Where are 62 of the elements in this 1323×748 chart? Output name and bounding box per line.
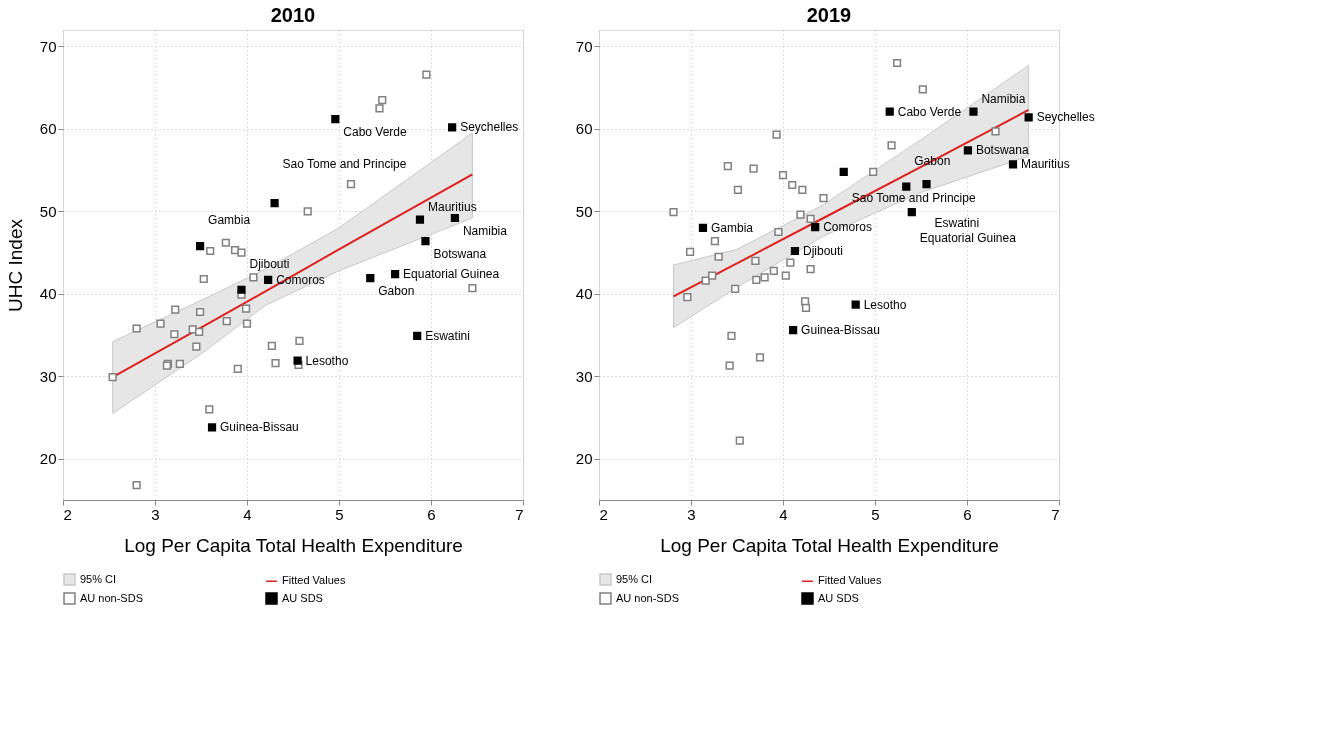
x-tick-label: 3 xyxy=(151,505,160,523)
y-tick-label: 60 xyxy=(575,120,593,138)
x-tick-label: 6 xyxy=(963,505,972,523)
annotation: Gabon xyxy=(378,284,415,299)
y-tick-label: 70 xyxy=(39,37,57,55)
legend-label: AU SDS xyxy=(282,591,323,604)
x-tick-label: 3 xyxy=(687,505,696,523)
annotation: Equatorial Guinea xyxy=(919,231,1017,246)
y-tick-label: 40 xyxy=(39,285,57,303)
legend-label: AU SDS xyxy=(818,591,859,604)
x-tick-label: 4 xyxy=(243,505,252,523)
x-tick-label: 2 xyxy=(63,505,72,523)
legend-label: 95% CI xyxy=(616,572,653,585)
annotation: Cabo Verde xyxy=(897,104,962,119)
y-tick-label: 40 xyxy=(575,285,593,303)
legend-label: AU non-SDS xyxy=(616,591,679,604)
annotation: Djibouti xyxy=(802,243,843,258)
x-tick-label: 7 xyxy=(1051,505,1060,523)
y-axis-title: UHC Index xyxy=(4,218,26,312)
annotation: Gambia xyxy=(208,213,251,228)
annotation: Namibia xyxy=(462,224,508,238)
annotation: Guinea-Bissau xyxy=(801,323,880,338)
x-tick-label: 6 xyxy=(427,505,436,523)
x-tick-label: 2 xyxy=(599,505,608,523)
annotation: Mauritius xyxy=(1021,157,1070,172)
x-axis-title: Log Per Capita Total Health Expenditure xyxy=(660,534,999,556)
annotation: Namibia xyxy=(981,91,1026,106)
y-tick-label: 60 xyxy=(39,120,57,138)
y-tick-label: 20 xyxy=(39,450,57,468)
annotation: Mauritius xyxy=(427,199,477,214)
annotation: Gambia xyxy=(710,220,754,235)
legend-label: Fitted Values xyxy=(282,574,346,587)
annotation: Botswana xyxy=(433,247,487,262)
x-tick-label: 5 xyxy=(871,505,880,523)
legend-label: Fitted Values xyxy=(818,574,882,587)
annotation: Seychelles xyxy=(1036,110,1095,125)
annotation: Eswatini xyxy=(934,216,980,231)
chart-title: 2019 xyxy=(806,4,852,26)
y-tick-label: 50 xyxy=(575,202,593,220)
y-tick-label: 30 xyxy=(575,367,593,385)
legend-label: 95% CI xyxy=(80,572,117,585)
annotation: Guinea-Bissau xyxy=(220,420,299,435)
annotation: Cabo Verde xyxy=(343,125,408,140)
annotation: Seychelles xyxy=(460,120,519,135)
annotation: Sao Tome and Principe xyxy=(282,157,407,172)
x-tick-label: 4 xyxy=(779,505,788,523)
chart-title: 2010 xyxy=(270,4,316,26)
y-tick-label: 20 xyxy=(575,450,593,468)
annotation: Djibouti xyxy=(249,256,290,271)
annotation: Eswatini xyxy=(425,328,470,343)
y-tick-label: 70 xyxy=(575,37,593,55)
x-axis-title: Log Per Capita Total Health Expenditure xyxy=(124,534,463,556)
annotation: Comoros xyxy=(823,220,872,235)
legend-label: AU non-SDS xyxy=(80,591,143,604)
y-tick-label: 30 xyxy=(39,367,57,385)
y-tick-label: 50 xyxy=(39,202,57,220)
annotation: Lesotho xyxy=(863,297,907,312)
annotation: Lesotho xyxy=(305,353,349,368)
x-tick-label: 5 xyxy=(335,505,344,523)
annotation: Botswana xyxy=(975,143,1029,158)
annotation: Equatorial Guinea xyxy=(403,267,500,282)
x-tick-label: 7 xyxy=(515,505,524,523)
